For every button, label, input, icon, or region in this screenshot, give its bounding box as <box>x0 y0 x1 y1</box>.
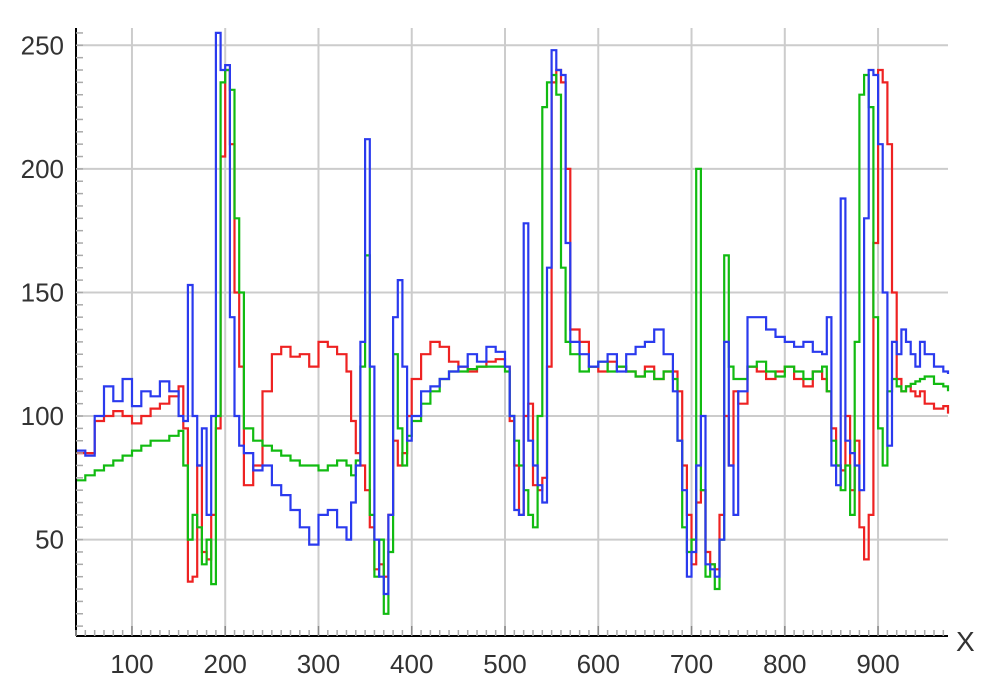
x-tick-label: 700 <box>670 649 713 679</box>
plot-area <box>76 31 950 615</box>
x-tick-label: 100 <box>110 649 153 679</box>
series-line-2 <box>76 68 950 615</box>
x-tick-label: 600 <box>577 649 620 679</box>
minor-ticks <box>75 32 945 636</box>
x-axis-label: X <box>956 626 975 657</box>
x-tick-label: 800 <box>763 649 806 679</box>
y-tick-label: 100 <box>21 401 64 431</box>
x-tick-label: 400 <box>390 649 433 679</box>
x-tick-label: 900 <box>856 649 899 679</box>
y-tick-labels: 50 100 150 200 250 <box>21 30 64 554</box>
axes <box>75 28 948 637</box>
y-tick-label: 150 <box>21 277 64 307</box>
x-tick-label: 500 <box>483 649 526 679</box>
series-line-3 <box>76 31 950 596</box>
y-tick-label: 250 <box>21 30 64 60</box>
x-tick-label: 200 <box>204 649 247 679</box>
x-tick-label: 300 <box>297 649 340 679</box>
x-tick-labels: 100 200 300 400 500 600 700 800 900 <box>110 649 899 679</box>
y-tick-label: 200 <box>21 154 64 184</box>
y-tick-label: 50 <box>35 525 64 555</box>
